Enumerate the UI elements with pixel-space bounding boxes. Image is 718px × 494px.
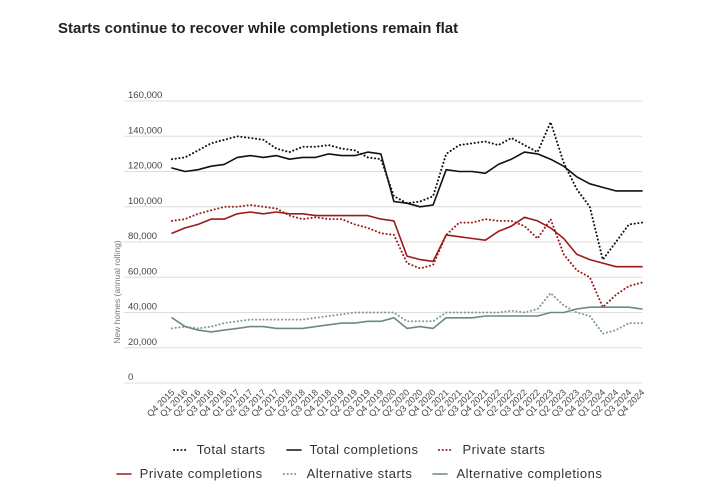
legend-swatch xyxy=(432,472,449,475)
legend-row-2: Private completions Alternative starts Alt… xyxy=(0,466,718,481)
y-tick-label: 0 xyxy=(128,372,133,383)
legend-swatch xyxy=(115,472,132,475)
legend-label: Total completions xyxy=(309,442,419,457)
legend-swatch xyxy=(285,448,302,451)
series-lines xyxy=(171,121,643,335)
legend-swatch xyxy=(438,448,455,451)
series-line-private-starts xyxy=(171,204,643,309)
y-tick-label: 80,000 xyxy=(128,231,157,242)
legend-item-private-starts: Private starts xyxy=(438,442,545,457)
legend-item-total-completions: Total completions xyxy=(285,442,419,457)
legend-item-alternative-starts: Alternative starts xyxy=(282,466,413,481)
line-chart: 0 20,000 40,000 60,000 80,000 100,000 120,000 1… xyxy=(112,90,646,419)
y-tick-label: 60,000 xyxy=(128,266,157,277)
y-tick-label: 160,000 xyxy=(128,90,162,101)
legend-item-alternative-completions: Alternative completions xyxy=(432,466,602,481)
legend-row-1: Total starts Total completions Private sta… xyxy=(0,442,718,457)
legend-swatch xyxy=(282,472,299,475)
legend-item-private-completions: Private completions xyxy=(115,466,263,481)
gridlines xyxy=(124,100,642,384)
y-tick-label: 20,000 xyxy=(128,337,157,348)
legend-label: Private starts xyxy=(462,442,546,457)
legend-swatch xyxy=(172,448,189,451)
y-axis-label: New homes (annual rolling) xyxy=(112,240,122,344)
y-tick-label: 140,000 xyxy=(128,125,162,136)
y-axis: 0 20,000 40,000 60,000 80,000 100,000 120,000 1… xyxy=(128,90,162,383)
series-line-private-completions xyxy=(171,211,643,268)
y-tick-label: 100,000 xyxy=(128,196,162,207)
chart-title: Starts continue to recover while complet… xyxy=(58,20,459,37)
legend-label: Alternative starts xyxy=(306,466,413,481)
series-line-alternative-completions xyxy=(171,306,643,333)
y-tick-label: 120,000 xyxy=(128,161,162,172)
legend-item-total-starts: Total starts xyxy=(172,442,266,457)
legend-label: Alternative completions xyxy=(456,466,603,481)
legend-label: Private completions xyxy=(139,466,263,481)
series-line-total-completions xyxy=(171,151,643,208)
series-line-alternative-starts xyxy=(171,292,643,335)
y-tick-label: 40,000 xyxy=(128,302,157,313)
series-line-total-starts xyxy=(171,121,643,261)
legend-label: Total starts xyxy=(196,442,266,457)
